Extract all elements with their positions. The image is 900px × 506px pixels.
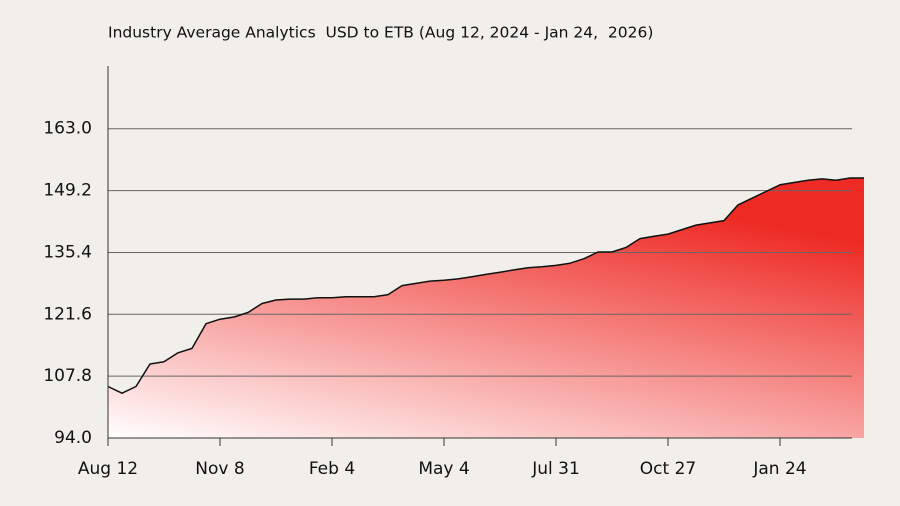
y-tick-label: 163.0 <box>43 119 92 139</box>
y-tick-label: 149.2 <box>43 181 92 201</box>
x-tick-label: Feb 4 <box>309 459 355 479</box>
x-tick-label: Jan 24 <box>752 459 806 479</box>
x-tick-label: Oct 27 <box>640 459 696 479</box>
chart-title: Industry Average Analytics USD to ETB (A… <box>108 24 653 42</box>
y-tick-label: 135.4 <box>43 242 92 262</box>
x-tick-label: Jul 31 <box>531 459 580 479</box>
x-tick-label: May 4 <box>418 459 469 479</box>
y-tick-label: 107.8 <box>43 366 92 386</box>
y-tick-label: 121.6 <box>43 304 92 324</box>
area-fill <box>108 178 864 438</box>
x-tick-label: Nov 8 <box>195 459 244 479</box>
line <box>107 177 864 394</box>
x-tick-label: Aug 12 <box>78 459 138 479</box>
y-tick-label: 94.0 <box>54 428 92 448</box>
